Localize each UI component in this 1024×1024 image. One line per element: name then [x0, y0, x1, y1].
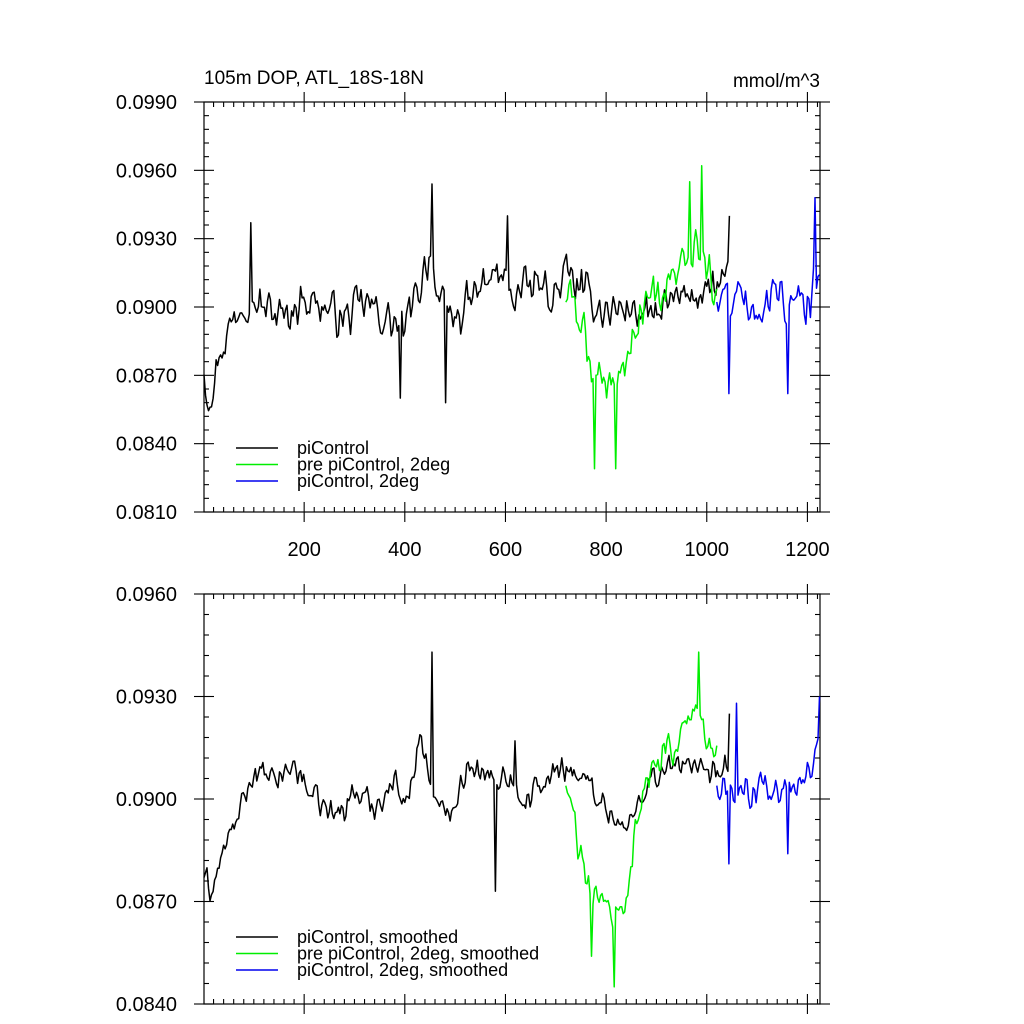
legend-label-2: piControl, 2deg [297, 471, 419, 491]
y-tick-label: 0.0840 [116, 994, 177, 1016]
panel-top-title: 105m DOP, ATL_18S-18N [204, 68, 424, 89]
panel-bottom-x-axis [213, 584, 819, 1014]
y-tick-label: 0.0960 [116, 160, 177, 182]
series-line-2 [716, 196, 821, 395]
legend-label-0: piControl [297, 438, 369, 458]
x-tick-label: 800 [589, 539, 622, 561]
x-tick-label: 200 [287, 539, 320, 561]
panel-top-series [203, 165, 821, 470]
x-tick-label: 400 [388, 539, 421, 561]
y-tick-label: 0.0930 [116, 687, 177, 709]
y-tick-label: 0.0900 [116, 297, 177, 319]
y-tick-label: 0.0930 [116, 229, 177, 251]
y-tick-label: 0.0990 [116, 92, 177, 114]
x-tick-label: 1200 [785, 539, 830, 561]
y-tick-label: 0.0870 [116, 365, 177, 387]
legend-label-1: pre piControl, 2deg [297, 455, 450, 475]
panel-bottom-y-axis: 0.0840 0.0870 0.0900 0.0930 0.0960 [116, 584, 830, 1016]
y-tick-label: 0.0840 [116, 434, 177, 456]
y-tick-label: 0.0900 [116, 789, 177, 811]
legend-label-0: piControl, smoothed [297, 927, 458, 947]
panel-bottom-series [203, 651, 821, 988]
y-tick-label: 0.0810 [116, 502, 177, 524]
panel-top-units: mmol/m^3 [733, 71, 820, 92]
panel-top: 105m DOP, ATL_18S-18N mmol/m^3 200 400 600… [116, 68, 830, 561]
series-line-1 [565, 651, 718, 988]
series-line-2 [716, 696, 821, 865]
series-line-1 [565, 165, 718, 470]
y-tick-label: 0.0870 [116, 892, 177, 914]
legend-label-1: pre piControl, 2deg, smoothed [297, 944, 539, 964]
x-tick-label: 600 [489, 539, 522, 561]
panel-top-x-axis: 200 400 600 800 1000 1200 [213, 92, 830, 561]
x-tick-label: 1000 [685, 539, 730, 561]
legend-label-2: piControl, 2deg, smoothed [297, 960, 508, 980]
panel-top-y-axis: 0.0810 0.0840 0.0870 0.0900 0.0930 0.0960 0.09… [116, 92, 830, 524]
y-tick-label: 0.0960 [116, 584, 177, 606]
panel-bottom: 0.0840 0.0870 0.0900 0.0930 0.0960 piControl… [116, 584, 830, 1016]
